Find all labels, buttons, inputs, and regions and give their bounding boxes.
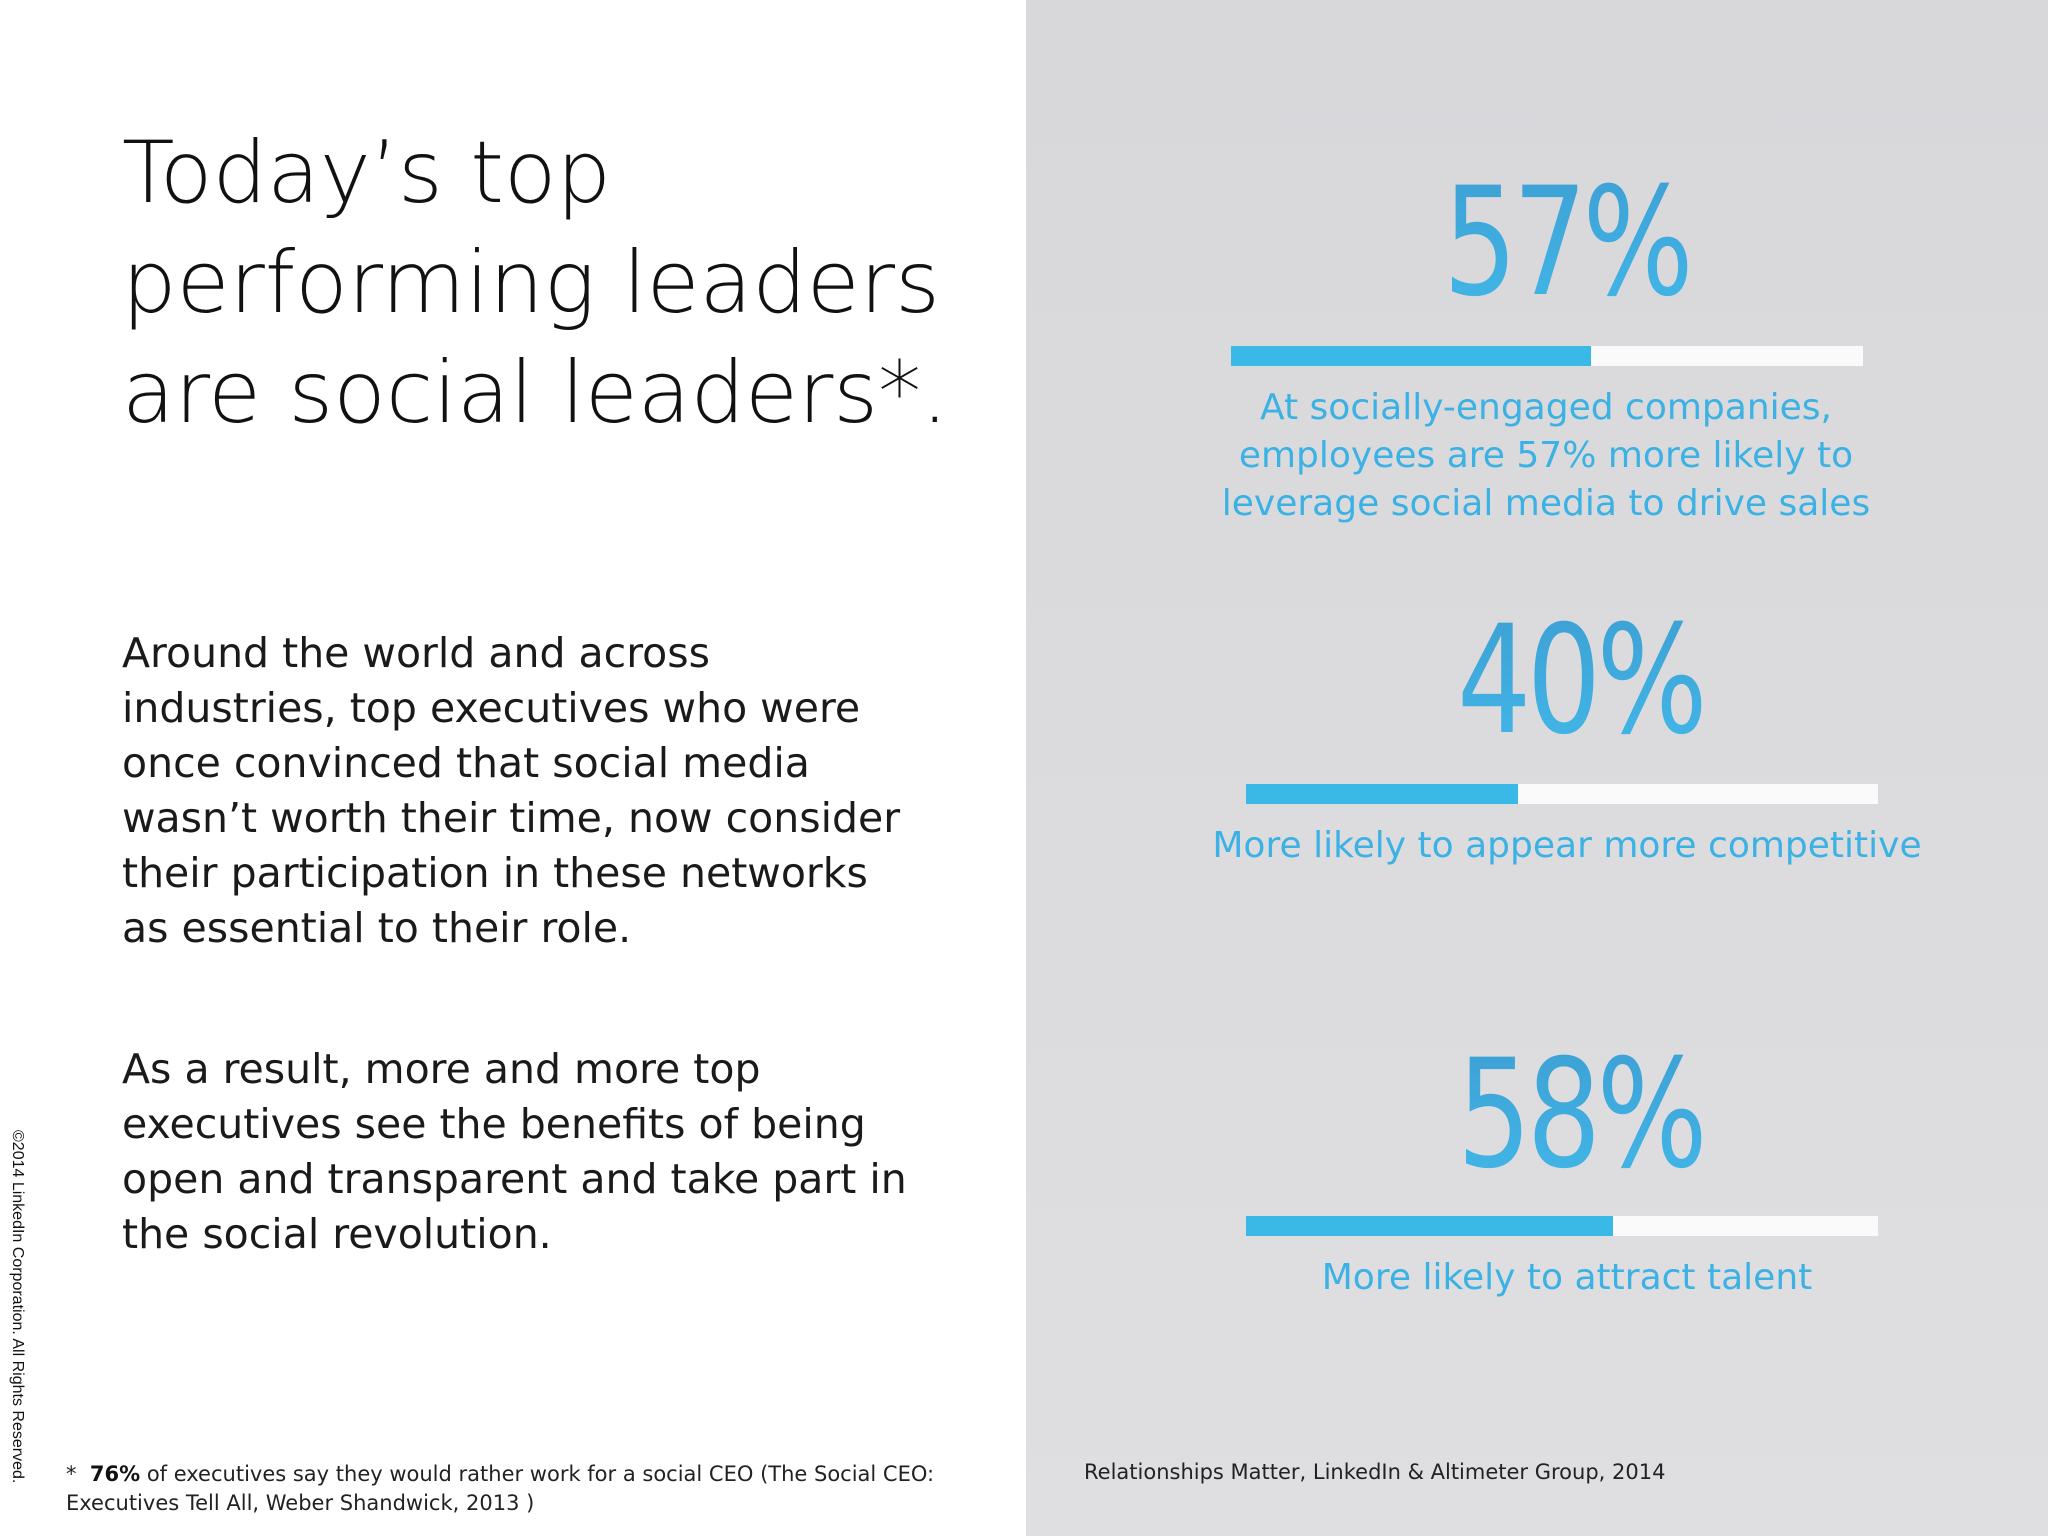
caption-line: More likely to attract talent [1321,1257,1813,1298]
paragraph-line: open and transparent and take part in [122,1155,907,1203]
stat-bar-fill [1246,1216,1613,1236]
stat-bar-track [1246,1216,1878,1236]
headline: Today’s top performing leaders are socia… [122,118,1002,448]
result-paragraph: As a result, more and more top executive… [122,1042,942,1262]
paragraph-line: once convinced that social media [122,739,810,787]
headline-line: are social leaders*. [122,343,949,443]
footnote-line-2: Executives Tell All, Weber Shandwick, 20… [66,1491,535,1515]
paragraph-line: executives see the benefits of being [122,1100,866,1148]
left-panel: Today’s top performing leaders are socia… [9,118,1002,1518]
caption-line: More likely to appear more competitive [1212,825,1922,866]
footnote-line-1: * 76% of executives say they would rathe… [66,1460,966,1489]
stat-caption: At socially-engaged companies, employees… [1196,384,1896,528]
headline-line: Today’s top [122,123,612,223]
paragraph-line: Around the world and across [122,629,710,677]
footnote-highlight: 76% [89,1462,141,1486]
stat-bar-fill [1246,784,1518,804]
paragraph-line: As a result, more and more top [122,1045,761,1093]
footnote: * 76% of executives say they would rathe… [66,1460,966,1518]
copyright-notice: ©2014 LinkedIn Corporation. All Rights R… [9,1130,26,1484]
stat-value-58: 58% [1377,1040,1783,1190]
source-citation: Relationships Matter, LinkedIn & Altimet… [1084,1460,1666,1484]
right-panel [1026,0,2048,1536]
caption-line: employees are 57% more likely to [1238,435,1854,476]
stat-caption: More likely to attract talent [1212,1254,1922,1302]
stat-value-57: 57% [1363,168,1769,318]
headline-line: performing leaders [122,233,940,333]
stat-bar-fill [1231,346,1592,366]
paragraph-line: as essential to their role. [122,904,632,952]
footnote-marker: * [66,1462,77,1486]
caption-line: leverage social media to drive sales [1221,483,1871,524]
intro-paragraph: Around the world and across industries, … [122,626,942,956]
paragraph-line: industries, top executives who were [122,684,861,732]
footnote-text: of executives say they would rather work… [146,1462,935,1486]
stat-bar-track [1246,784,1878,804]
stat-bar-track [1231,346,1863,366]
stat-caption: More likely to appear more competitive [1162,822,1972,870]
paragraph-line: their participation in these networks [122,849,868,897]
stat-value-40: 40% [1377,606,1783,756]
paragraph-line: the social revolution. [122,1210,552,1258]
paragraph-line: wasn’t worth their time, now consider [122,794,901,842]
caption-line: At socially-engaged companies, [1260,387,1832,428]
